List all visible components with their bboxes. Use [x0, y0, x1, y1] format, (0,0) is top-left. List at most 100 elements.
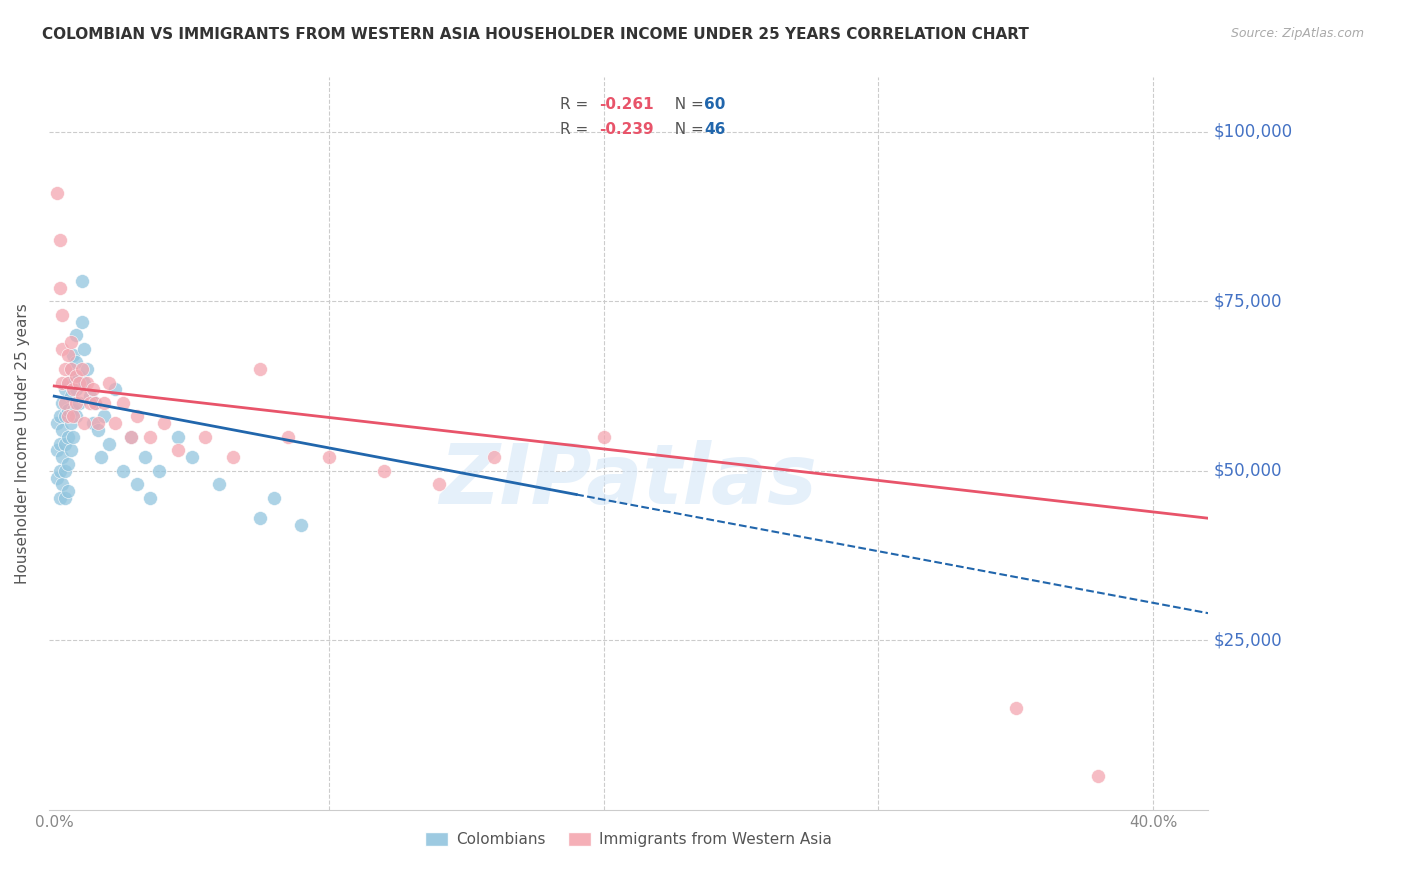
Text: -0.261: -0.261 — [599, 97, 654, 112]
Point — [59, 417, 82, 431]
Point — [125, 477, 148, 491]
Point — [249, 362, 271, 376]
Point — [48, 491, 70, 505]
Point — [73, 417, 96, 431]
Text: 60: 60 — [704, 97, 725, 112]
Point — [53, 464, 76, 478]
Point — [208, 477, 231, 491]
Point — [98, 436, 121, 450]
Point — [65, 409, 87, 424]
Point — [51, 450, 73, 465]
Point — [51, 477, 73, 491]
Point — [53, 396, 76, 410]
Text: $50,000: $50,000 — [1213, 462, 1282, 480]
Point — [73, 342, 96, 356]
Point — [56, 376, 79, 390]
Point — [65, 355, 87, 369]
Point — [62, 409, 84, 424]
Point — [90, 450, 112, 465]
Point — [59, 334, 82, 349]
Point — [263, 491, 285, 505]
Point — [318, 450, 340, 465]
Text: N =: N = — [665, 122, 709, 136]
Text: -0.239: -0.239 — [599, 122, 654, 136]
Point — [48, 436, 70, 450]
Point — [139, 491, 162, 505]
Text: Source: ZipAtlas.com: Source: ZipAtlas.com — [1230, 27, 1364, 40]
Point — [139, 430, 162, 444]
Point — [67, 376, 90, 390]
Legend: Colombians, Immigrants from Western Asia: Colombians, Immigrants from Western Asia — [419, 826, 838, 854]
Point — [53, 436, 76, 450]
Text: R =: R = — [560, 97, 593, 112]
Text: $75,000: $75,000 — [1213, 293, 1282, 310]
Text: $25,000: $25,000 — [1213, 632, 1282, 649]
Point — [59, 362, 82, 376]
Point — [67, 368, 90, 383]
Point — [120, 430, 142, 444]
Point — [70, 274, 93, 288]
Point — [104, 383, 127, 397]
Point — [82, 383, 104, 397]
Text: R =: R = — [560, 122, 593, 136]
Point — [222, 450, 245, 465]
Point — [194, 430, 217, 444]
Point — [53, 362, 76, 376]
Point — [1004, 701, 1026, 715]
Point — [67, 396, 90, 410]
Point — [84, 396, 107, 410]
Point — [56, 402, 79, 417]
Point — [148, 464, 170, 478]
Point — [82, 417, 104, 431]
Point — [51, 423, 73, 437]
Point — [51, 376, 73, 390]
Point — [46, 443, 69, 458]
Text: ZIPatlas: ZIPatlas — [440, 440, 817, 521]
Point — [427, 477, 450, 491]
Point — [277, 430, 299, 444]
Point — [76, 362, 98, 376]
Point — [70, 314, 93, 328]
Point — [180, 450, 202, 465]
Point — [48, 464, 70, 478]
Point — [125, 409, 148, 424]
Point — [56, 409, 79, 424]
Point — [56, 376, 79, 390]
Point — [153, 417, 176, 431]
Point — [65, 328, 87, 343]
Point — [104, 417, 127, 431]
Point — [134, 450, 156, 465]
Point — [93, 409, 115, 424]
Point — [167, 443, 190, 458]
Point — [46, 186, 69, 200]
Text: 46: 46 — [704, 122, 725, 136]
Point — [56, 430, 79, 444]
Point — [1087, 769, 1109, 783]
Point — [84, 396, 107, 410]
Point — [48, 280, 70, 294]
Text: N =: N = — [665, 97, 709, 112]
Point — [592, 430, 614, 444]
Point — [482, 450, 505, 465]
Text: $100,000: $100,000 — [1213, 123, 1294, 141]
Point — [62, 383, 84, 397]
Point — [111, 464, 134, 478]
Point — [65, 396, 87, 410]
Point — [48, 233, 70, 247]
Point — [56, 457, 79, 471]
Point — [167, 430, 190, 444]
Point — [65, 368, 87, 383]
Point — [62, 349, 84, 363]
Point — [70, 389, 93, 403]
Point — [59, 443, 82, 458]
Point — [73, 376, 96, 390]
Point — [70, 362, 93, 376]
Point — [79, 396, 101, 410]
Point — [59, 389, 82, 403]
Point — [53, 383, 76, 397]
Point — [87, 423, 110, 437]
Point — [53, 491, 76, 505]
Point — [373, 464, 395, 478]
Point — [62, 430, 84, 444]
Point — [56, 484, 79, 499]
